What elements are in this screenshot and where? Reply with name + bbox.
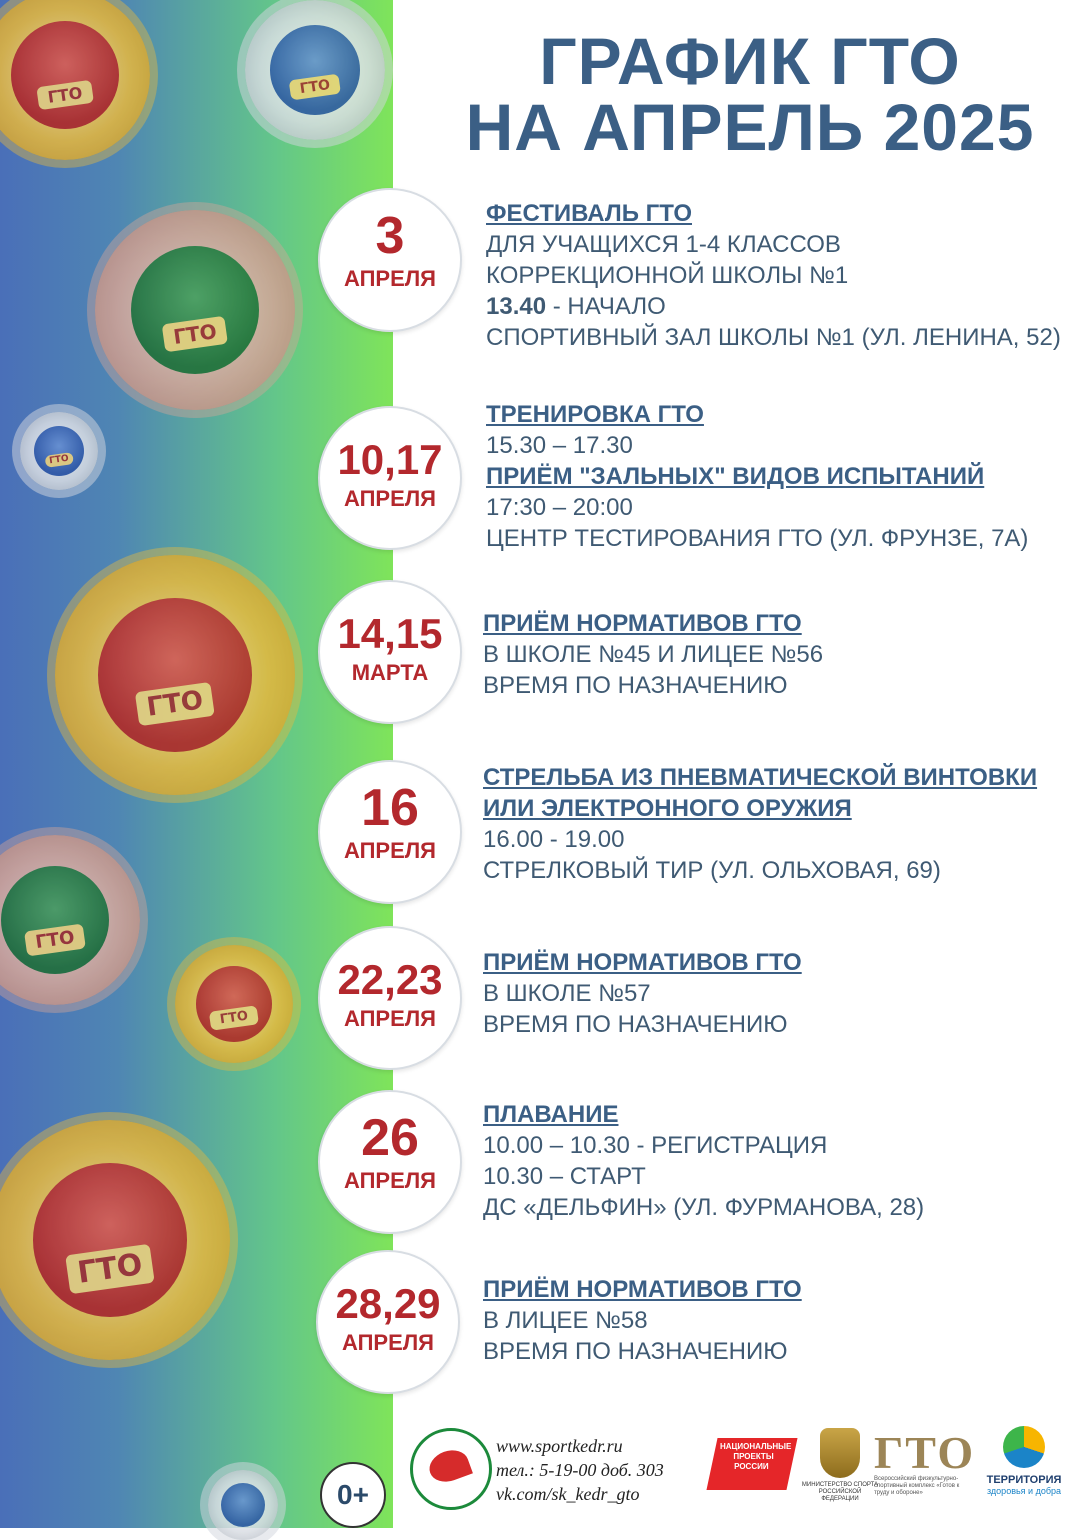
event-item: ФЕСТИВАЛЬ ГТО ДЛЯ УЧАЩИХСЯ 1-4 КЛАССОВ К… — [486, 198, 1076, 353]
event-line: 10.00 – 10.30 - РЕГИСТРАЦИЯ — [483, 1132, 828, 1159]
gto-medal-silver-small: ГТО — [20, 412, 98, 490]
event-heading-2: ПРИЁМ "ЗАЛЬНЫХ" ВИДОВ ИСПЫТАНИЙ — [486, 463, 985, 490]
event-time-rest: - НАЧАЛО — [546, 293, 666, 320]
event-item: ПРИЁМ НОРМАТИВОВ ГТО В ШКОЛЕ №45 И ЛИЦЕЕ… — [483, 608, 1073, 701]
date-number: 26 — [361, 1109, 419, 1167]
title-line-2: НА АПРЕЛЬ 2025 — [465, 90, 1035, 164]
event-line: 10.30 – СТАРТ — [483, 1163, 646, 1190]
event-heading: ПРИЁМ НОРМАТИВОВ ГТО — [483, 1276, 802, 1303]
page-title: ГРАФИК ГТО НА АПРЕЛЬ 2025 — [440, 28, 1060, 160]
gto-medal-silver-bottom — [208, 1470, 278, 1540]
gto-medal-gold-small: ГТО — [175, 945, 293, 1063]
event-item: ПРИЁМ НОРМАТИВОВ ГТО В ШКОЛЕ №57 ВРЕМЯ П… — [483, 947, 1073, 1040]
date-month: АПРЕЛЯ — [343, 1006, 436, 1031]
date-month: АПРЕЛЯ — [341, 1330, 434, 1355]
date-month: МАРТА — [351, 660, 429, 685]
event-heading: ПРИЁМ НОРМАТИВОВ ГТО — [483, 610, 802, 637]
date-month: АПРЕЛЯ — [343, 486, 436, 511]
territory-logo: ТЕРРИТОРИЯ здоровья и добра — [976, 1426, 1072, 1496]
date-number: 3 — [375, 207, 405, 265]
date-badge: 14,15 МАРТА — [318, 580, 462, 724]
event-line: В ШКОЛЕ №45 И ЛИЦЕЕ №56 — [483, 641, 824, 668]
date-badge: 26 АПРЕЛЯ — [318, 1090, 462, 1234]
gto-medal-bronze: ГТО — [95, 210, 295, 410]
date-badge: 22,23 АПРЕЛЯ — [318, 926, 462, 1070]
ministry-of-sport-logo: МИНИСТЕРСТВО СПОРТА РОССИЙСКОЙ ФЕДЕРАЦИИ — [800, 1428, 880, 1503]
event-heading: СТРЕЛЬБА ИЗ ПНЕВМАТИЧЕСКОЙ ВИНТОВКИ — [483, 764, 1038, 791]
gto-medal-silver: ГТО — [245, 0, 385, 140]
date-number: 14,15 — [337, 610, 443, 657]
date-badge: 3 АПРЕЛЯ — [318, 188, 462, 332]
gto-medal-gold-large: ГТО — [55, 555, 295, 795]
date-badge: 10,17 АПРЕЛЯ — [318, 406, 462, 550]
contact-info: www.sportkedr.ru тел.: 5-19-00 доб. 303 … — [496, 1434, 664, 1506]
date-number: 10,17 — [337, 436, 443, 483]
event-line: В ЛИЦЕЕ №58 — [483, 1307, 648, 1334]
event-place: СПОРТИВНЫЙ ЗАЛ ШКОЛЫ №1 (УЛ. ЛЕНИНА, 52) — [486, 324, 1061, 351]
event-line: КОРРЕКЦИОННОЙ ШКОЛЫ №1 — [486, 262, 849, 289]
event-place: ЦЕНТР ТЕСТИРОВАНИЯ ГТО (УЛ. ФРУНЗЕ, 7А) — [486, 525, 1029, 552]
date-number: 28,29 — [335, 1280, 441, 1327]
territory-emblem-icon — [1003, 1426, 1045, 1468]
event-heading: ПРИЁМ НОРМАТИВОВ ГТО — [483, 949, 802, 976]
date-number: 22,23 — [337, 956, 443, 1003]
event-line: ВРЕМЯ ПО НАЗНАЧЕНИЮ — [483, 672, 788, 699]
event-time: 13.40 - НАЧАЛО — [486, 291, 1076, 322]
gto-medal-gold-xl: ГТО — [0, 1120, 230, 1360]
event-heading: ПЛАВАНИЕ — [483, 1101, 619, 1128]
event-time-bold: 13.40 — [486, 293, 547, 320]
event-heading: ФЕСТИВАЛЬ ГТО — [486, 200, 692, 227]
date-number: 16 — [361, 779, 419, 837]
club-kedr-logo — [410, 1428, 492, 1510]
event-heading: ИЛИ ЭЛЕКТРОННОГО ОРУЖИЯ — [483, 795, 852, 822]
event-item: ТРЕНИРОВКА ГТО 15.30 – 17.30 ПРИЁМ "ЗАЛЬ… — [486, 399, 1076, 554]
date-badge: 28,29 АПРЕЛЯ — [316, 1250, 460, 1394]
phone-number: тел.: 5-19-00 доб. 303 — [496, 1460, 664, 1480]
event-item: ПРИЁМ НОРМАТИВОВ ГТО В ЛИЦЕЕ №58 ВРЕМЯ П… — [483, 1274, 1073, 1367]
event-line: 17:30 – 20:00 — [486, 494, 633, 521]
age-rating-badge: 0+ — [320, 1462, 386, 1528]
national-projects-logo: НАЦИОНАЛЬНЫЕ ПРОЕКТЫ РОССИИ — [706, 1438, 798, 1490]
date-month: АПРЕЛЯ — [343, 266, 436, 291]
date-month: АПРЕЛЯ — [343, 1168, 436, 1193]
event-heading: ТРЕНИРОВКА ГТО — [486, 401, 704, 428]
event-place: ДС «ДЕЛЬФИН» (УЛ. ФУРМАНОВА, 28) — [483, 1194, 925, 1221]
event-item: ПЛАВАНИЕ 10.00 – 10.30 - РЕГИСТРАЦИЯ 10.… — [483, 1099, 1073, 1223]
event-line: ДЛЯ УЧАЩИХСЯ 1-4 КЛАССОВ — [486, 231, 841, 258]
event-line: В ШКОЛЕ №57 — [483, 980, 651, 1007]
coat-of-arms-icon — [820, 1428, 860, 1478]
date-month: АПРЕЛЯ — [343, 838, 436, 863]
event-line: ВРЕМЯ ПО НАЗНАЧЕНИЮ — [483, 1011, 788, 1038]
gto-complex-logo: ГТО Всероссийский физкультурно-спортивны… — [874, 1427, 976, 1497]
gto-medal-bronze-2: ГТО — [0, 835, 140, 1005]
event-place: СТРЕЛКОВЫЙ ТИР (УЛ. ОЛЬХОВАЯ, 69) — [483, 857, 941, 884]
event-item: СТРЕЛЬБА ИЗ ПНЕВМАТИЧЕСКОЙ ВИНТОВКИ ИЛИ … — [483, 762, 1073, 886]
title-line-1: ГРАФИК ГТО — [539, 24, 961, 98]
date-badge: 16 АПРЕЛЯ — [318, 760, 462, 904]
vk-link[interactable]: vk.com/sk_kedr_gto — [496, 1484, 640, 1504]
gto-medal-gold: ГТО — [0, 0, 150, 160]
event-line: 15.30 – 17.30 — [486, 432, 633, 459]
event-line: ВРЕМЯ ПО НАЗНАЧЕНИЮ — [483, 1338, 788, 1365]
website-link[interactable]: www.sportkedr.ru — [496, 1436, 623, 1456]
event-line: 16.00 - 19.00 — [483, 826, 625, 853]
